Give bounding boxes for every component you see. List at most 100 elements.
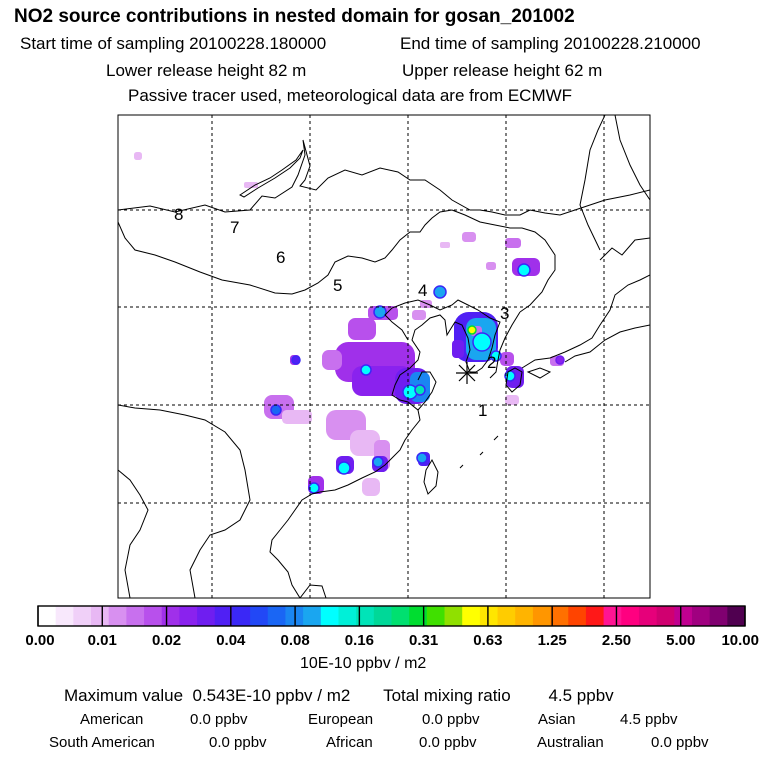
colorbar-tick-label: 0.04 <box>216 632 246 649</box>
end-time: End time of sampling 20100228.210000 <box>400 34 701 53</box>
map-frame <box>117 114 651 599</box>
plume-hotspot <box>270 404 282 416</box>
colorbar <box>37 605 746 627</box>
region-value-asian: 4.5 ppbv <box>620 711 678 728</box>
colorbar-tick-label: 2.50 <box>602 632 631 649</box>
colorbar-cell <box>161 606 180 626</box>
plume-hotspot <box>467 325 477 335</box>
region-label-8: 8 <box>174 205 183 224</box>
colorbar-cell <box>320 606 339 626</box>
colorbar-cell <box>444 606 463 626</box>
colorbar-cell <box>603 606 622 626</box>
region-value-south-american: 0.0 ppbv <box>209 734 267 751</box>
region-value-australian: 0.0 ppbv <box>651 734 709 751</box>
colorbar-cell <box>126 606 145 626</box>
colorbar-cell <box>497 606 516 626</box>
receptor-marker <box>456 362 478 384</box>
colorbar-cell <box>656 606 675 626</box>
plume-cell <box>348 318 376 340</box>
region-name-south-american: South American <box>49 734 155 751</box>
colorbar-tick-label: 0.00 <box>25 632 54 649</box>
colorbar-frame <box>37 605 746 627</box>
colorbar-cell <box>55 606 74 626</box>
lower-release-height: Lower release height 82 m <box>106 61 307 80</box>
region-label-2: 2 <box>487 353 496 372</box>
colorbar-tick-label: 10.00 <box>721 632 759 649</box>
total-mixing-label: Total mixing ratio <box>383 686 511 705</box>
plume-cell <box>412 310 426 320</box>
plume-hotspot <box>372 456 384 468</box>
region-label-1: 1 <box>478 401 487 420</box>
region-label-6: 6 <box>276 248 285 267</box>
colorbar-tick-label: 0.31 <box>409 632 438 649</box>
colorbar-cell <box>674 606 693 626</box>
tracer-note: Passive tracer used, meteorological data… <box>128 86 573 105</box>
region-value-european: 0.0 ppbv <box>422 711 480 728</box>
coastlines <box>118 115 650 598</box>
colorbar-cell <box>550 606 569 626</box>
lat-lon-grid <box>118 115 650 598</box>
plot-title: NO2 source contributions in nested domai… <box>14 6 575 27</box>
plume-cell <box>462 232 476 242</box>
colorbar-cell <box>568 606 587 626</box>
colorbar-cell <box>267 606 286 626</box>
plume-cell <box>362 478 380 496</box>
colorbar-cell <box>108 606 127 626</box>
plume-hotspot <box>433 285 447 299</box>
colorbar-cell <box>638 606 658 626</box>
region-label-7: 7 <box>230 218 239 237</box>
colorbar-cell <box>338 606 357 626</box>
region-value-american: 0.0 ppbv <box>190 711 248 728</box>
plume-cell <box>134 152 142 160</box>
region-name-asian: Asian <box>538 711 576 728</box>
colorbar-cell <box>727 606 746 626</box>
plume-hotspot <box>373 305 387 319</box>
plume-cell <box>244 182 258 188</box>
upper-release-height: Upper release height 62 m <box>402 61 603 80</box>
colorbar-cell <box>515 606 534 626</box>
plume-hotspot <box>360 364 372 376</box>
plume-cell <box>505 238 521 248</box>
colorbar-unit: 10E-10 ppbv / m2 <box>300 655 427 672</box>
colorbar-cell <box>621 606 640 626</box>
region-name-european: European <box>308 711 374 728</box>
region-label-5: 5 <box>333 276 342 295</box>
plume-cell <box>505 395 519 405</box>
total-mixing-value: 4.5 ppbv <box>548 686 614 705</box>
region-name-african: African <box>326 734 373 751</box>
plume-cell <box>452 340 464 358</box>
region-label-3: 3 <box>500 304 509 323</box>
colorbar-cell <box>356 606 375 626</box>
region-name-australian: Australian <box>537 734 604 751</box>
colorbar-tick-label: 1.25 <box>538 632 567 649</box>
colorbar-cell <box>73 606 92 626</box>
plume-hotspot <box>414 384 426 396</box>
colorbar-cell <box>373 606 392 626</box>
colorbar-tick-label: 0.08 <box>280 632 309 649</box>
colorbar-tick-label: 0.16 <box>345 632 374 649</box>
colorbar-cell <box>691 606 711 626</box>
colorbar-cell <box>709 606 728 626</box>
plume-hotspot <box>416 452 428 464</box>
colorbar-cell <box>585 606 604 626</box>
colorbar-tick-label: 0.01 <box>88 632 117 649</box>
colorbar-cell <box>391 606 410 626</box>
colorbar-cell <box>303 606 322 626</box>
colorbar-cell <box>91 606 110 626</box>
plume-cell <box>282 410 312 424</box>
colorbar-cell <box>179 606 198 626</box>
colorbar-tick-label: 5.00 <box>666 632 695 649</box>
plume-hotspot <box>555 355 565 365</box>
plume-hotspot <box>517 263 531 277</box>
plume-cell <box>500 352 514 366</box>
colorbar-cell <box>250 606 269 626</box>
region-name-american: American <box>80 711 144 728</box>
plume-hotspot <box>337 461 351 475</box>
colorbar-cell <box>426 606 445 626</box>
colorbar-cell <box>214 606 233 626</box>
region-label-4: 4 <box>418 281 427 300</box>
colorbar-cell <box>479 606 498 626</box>
colorbar-tick-label: 0.02 <box>152 632 181 649</box>
max-value-label: Maximum value <box>64 686 184 705</box>
